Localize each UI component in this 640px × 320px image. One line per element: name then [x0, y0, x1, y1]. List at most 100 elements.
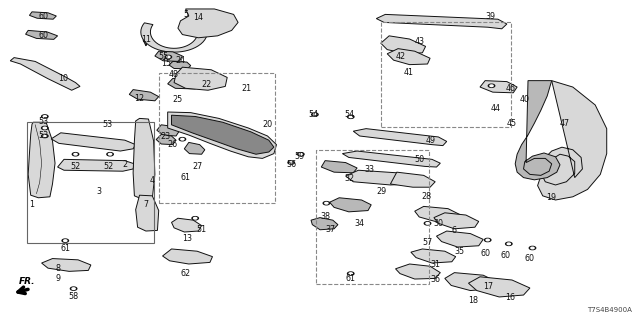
Text: 57: 57: [422, 238, 433, 247]
Polygon shape: [172, 115, 274, 154]
Polygon shape: [468, 277, 530, 297]
Text: 53: 53: [102, 120, 113, 129]
Circle shape: [74, 154, 77, 155]
Text: 15: 15: [161, 59, 172, 68]
Text: 4: 4: [150, 176, 155, 185]
Text: 52: 52: [104, 162, 114, 171]
Circle shape: [165, 55, 172, 59]
Text: 23: 23: [160, 132, 170, 141]
Polygon shape: [515, 81, 560, 180]
Text: 11: 11: [141, 35, 151, 44]
Text: 19: 19: [547, 193, 557, 202]
Text: 28: 28: [421, 192, 431, 201]
Bar: [27, 122, 154, 243]
Circle shape: [43, 116, 47, 117]
Circle shape: [490, 85, 493, 87]
Text: 53: 53: [38, 131, 49, 140]
Text: 22: 22: [202, 80, 212, 89]
Polygon shape: [436, 231, 483, 247]
Circle shape: [298, 153, 304, 156]
Polygon shape: [434, 213, 479, 229]
Text: 7: 7: [143, 200, 148, 209]
Polygon shape: [184, 142, 205, 154]
Circle shape: [42, 134, 48, 138]
Text: 59: 59: [294, 152, 305, 161]
Polygon shape: [168, 112, 276, 158]
Text: 13: 13: [182, 234, 192, 243]
Text: 10: 10: [58, 74, 68, 83]
Text: 39: 39: [485, 12, 495, 20]
Polygon shape: [411, 249, 456, 263]
Text: 45: 45: [507, 119, 517, 128]
Polygon shape: [396, 264, 440, 279]
Polygon shape: [26, 30, 58, 39]
Text: T7S4B4900A: T7S4B4900A: [588, 307, 632, 313]
Text: 21: 21: [241, 84, 252, 93]
Text: 20: 20: [262, 120, 273, 129]
Polygon shape: [178, 9, 238, 38]
Circle shape: [531, 247, 534, 249]
Circle shape: [349, 273, 353, 275]
Text: 2: 2: [122, 160, 127, 169]
Polygon shape: [156, 134, 176, 145]
Circle shape: [348, 115, 354, 118]
Text: 52: 52: [70, 162, 81, 171]
Text: 18: 18: [468, 296, 479, 305]
Circle shape: [64, 240, 67, 242]
Text: 53: 53: [38, 117, 49, 126]
Text: 58: 58: [68, 292, 79, 301]
Circle shape: [180, 139, 184, 140]
Circle shape: [72, 288, 76, 289]
Bar: [316, 150, 429, 284]
Polygon shape: [342, 151, 440, 167]
Text: 61: 61: [60, 244, 70, 253]
Text: 12: 12: [134, 94, 145, 103]
Polygon shape: [480, 81, 517, 93]
Polygon shape: [129, 90, 159, 101]
Text: 1: 1: [29, 200, 35, 209]
Text: 14: 14: [193, 13, 204, 22]
Polygon shape: [390, 172, 435, 187]
Text: 41: 41: [403, 68, 413, 77]
Polygon shape: [136, 195, 159, 231]
Text: 49: 49: [426, 136, 436, 145]
Text: 61: 61: [346, 274, 356, 283]
Text: 29: 29: [376, 187, 387, 196]
Circle shape: [349, 116, 353, 118]
Text: 55: 55: [158, 52, 168, 60]
Circle shape: [314, 114, 317, 116]
Circle shape: [107, 153, 113, 156]
Circle shape: [70, 287, 77, 290]
Circle shape: [486, 239, 490, 241]
Polygon shape: [157, 125, 179, 136]
Polygon shape: [169, 61, 191, 69]
Text: 37: 37: [325, 225, 335, 234]
Text: 34: 34: [355, 219, 365, 228]
Circle shape: [424, 222, 431, 225]
Text: 61: 61: [180, 173, 191, 182]
Polygon shape: [346, 170, 413, 185]
Circle shape: [312, 113, 318, 116]
Polygon shape: [58, 159, 134, 171]
Circle shape: [193, 218, 197, 219]
Polygon shape: [381, 36, 426, 54]
Text: 31: 31: [430, 260, 440, 269]
Circle shape: [192, 217, 198, 220]
Circle shape: [507, 243, 511, 245]
Circle shape: [108, 154, 111, 155]
Polygon shape: [321, 161, 357, 173]
Circle shape: [323, 202, 330, 205]
Polygon shape: [172, 218, 202, 232]
Circle shape: [529, 246, 536, 250]
Polygon shape: [174, 67, 227, 90]
Circle shape: [42, 126, 48, 130]
Polygon shape: [163, 249, 212, 264]
Text: FR.: FR.: [19, 277, 35, 286]
Text: 60: 60: [500, 252, 511, 260]
Polygon shape: [168, 78, 200, 89]
Bar: [159, 73, 275, 203]
Circle shape: [324, 203, 328, 204]
Polygon shape: [141, 23, 207, 52]
Text: 27: 27: [192, 162, 202, 171]
Circle shape: [299, 154, 302, 155]
